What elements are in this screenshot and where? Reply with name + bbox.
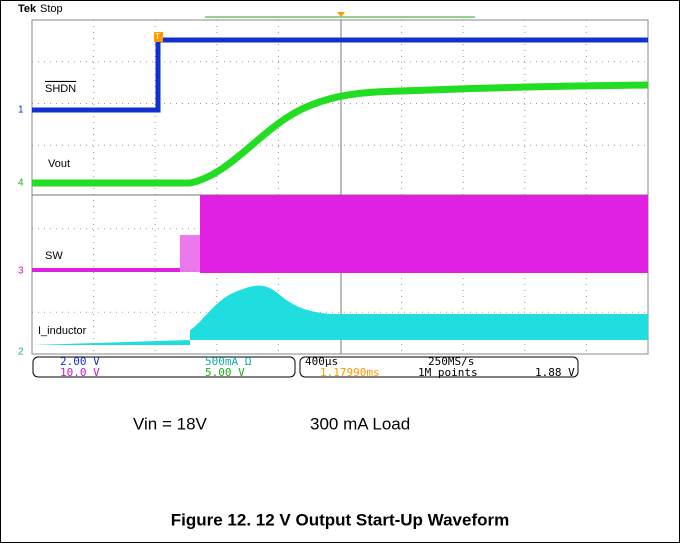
- trigger-level: 1.88 V: [535, 366, 575, 379]
- ch2-marker: 2: [18, 347, 24, 358]
- load-condition: 300 mA Load: [310, 414, 410, 433]
- trigger-position: 1.17990ms: [320, 366, 380, 379]
- ch3-marker: 3: [18, 266, 24, 277]
- brand: Tek: [18, 3, 37, 15]
- ch1-marker: 1: [18, 105, 24, 116]
- ch3-label: SW: [45, 250, 63, 262]
- trigger-flag-text: T: [155, 32, 160, 41]
- ch4-marker: 4: [18, 178, 24, 189]
- record-length: 1M points: [418, 366, 478, 379]
- input-condition: Vin = 18V: [133, 414, 208, 433]
- ch4-scale: 5.00 V: [205, 366, 245, 379]
- ch3-scale: 10.0 V: [60, 366, 100, 379]
- ch4-label: Vout: [48, 158, 70, 170]
- ch1-label: SHDN: [45, 83, 76, 95]
- state: Stop: [40, 3, 63, 15]
- ch3-burst: [180, 235, 200, 272]
- ch2-label: I_inductor: [38, 325, 87, 337]
- ch3-switching: [200, 195, 648, 273]
- caption: Figure 12. 12 V Output Start-Up Waveform: [171, 510, 509, 529]
- figure: Tek Stop SHDN Vout SW I_inductor 1 4 3 2…: [0, 0, 681, 544]
